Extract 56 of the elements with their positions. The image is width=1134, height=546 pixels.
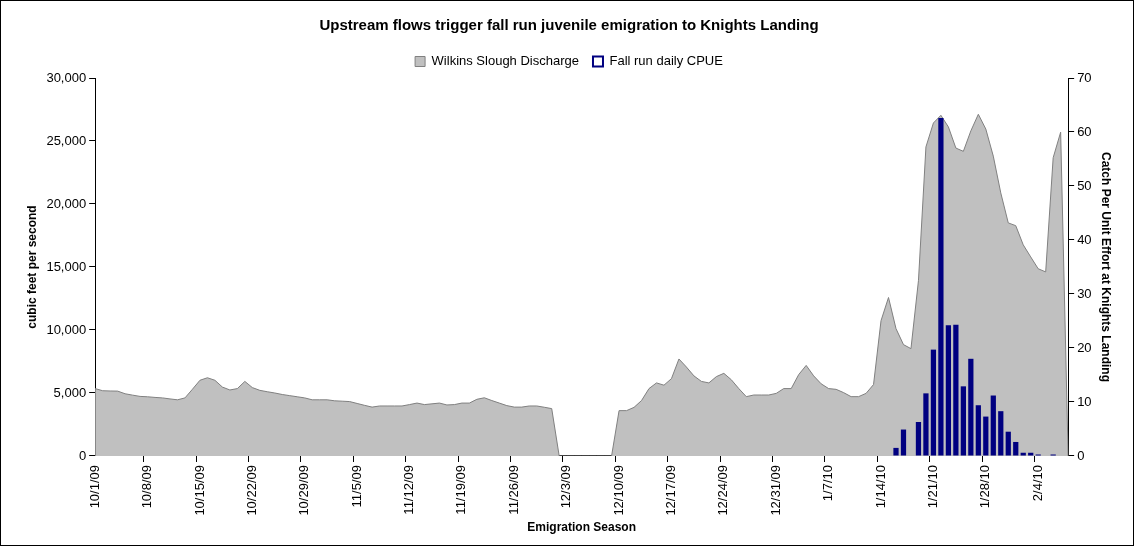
y2-tick-label: 0 [1077,447,1085,463]
x-tick-label: 11/5/09 [348,465,364,508]
x-tick-label: 12/24/09 [715,465,731,516]
x-tick-label: 12/31/09 [767,465,783,516]
bar [893,447,899,456]
y-tick-label: 5,000 [53,384,87,400]
bar [998,411,1004,456]
x-tick-label: 11/12/09 [401,465,417,515]
y-tick-label: 30,000 [46,69,87,85]
bar [923,393,929,456]
y-tick-label: 0 [78,447,87,463]
y2-tick-label: 40 [1077,231,1092,247]
x-tick-label: 11/19/09 [453,465,469,515]
x-tick-label: 10/8/09 [139,465,155,509]
bar [953,324,959,456]
y2-tick-label: 50 [1077,177,1092,193]
y2-axis-title: Catch Per Unit Effort at Knights Landing [1099,152,1114,382]
x-tick-label: 12/17/09 [663,465,679,516]
bar [915,421,922,456]
bar [990,395,996,456]
chart-title: Upstream flows trigger fall run juvenile emigration to Knights Landing [319,16,819,34]
x-tick-label: 12/10/09 [610,465,626,516]
x-tick-label: 10/15/09 [191,465,207,516]
x-axis-title: Emigration Season [527,520,636,535]
y-tick-label: 15,000 [46,258,87,274]
y2-tick-label: 70 [1077,69,1092,85]
y2-tick-label: 20 [1077,339,1092,355]
bar [975,405,981,456]
y2-tick-label: 10 [1077,393,1092,409]
y-tick-label: 20,000 [46,195,87,211]
x-tick-label: 1/28/10 [977,465,993,509]
legend-label: Wilkins Slough Discharge [431,53,579,69]
bar [938,117,944,456]
bar [1005,431,1011,456]
y-tick-label: 10,000 [46,321,87,337]
y2-tick-label: 60 [1077,123,1092,139]
x-tick-label: 1/14/10 [872,465,888,509]
bar [960,386,966,456]
bar [945,325,952,456]
x-tick-label: 10/29/09 [296,465,312,516]
y-axis-title: cubic feet per second [24,205,39,329]
bar [900,429,907,456]
x-tick-label: 11/26/09 [505,465,521,515]
bar [930,349,937,456]
y-tick-label: 25,000 [46,132,87,148]
bar [1013,441,1019,456]
x-tick-label: 1/21/10 [925,465,940,509]
x-tick-label: 12/3/09 [558,465,574,509]
bar [968,358,974,456]
x-tick-label: 1/7/10 [820,465,836,502]
y2-tick-label: 30 [1077,285,1092,301]
x-tick-label: 2/4/10 [1029,465,1045,502]
bar [983,416,989,456]
x-tick-label: 10/1/09 [86,465,102,509]
x-tick-label: 10/22/09 [243,465,259,516]
legend-label: Fall run daily CPUE [609,53,724,69]
